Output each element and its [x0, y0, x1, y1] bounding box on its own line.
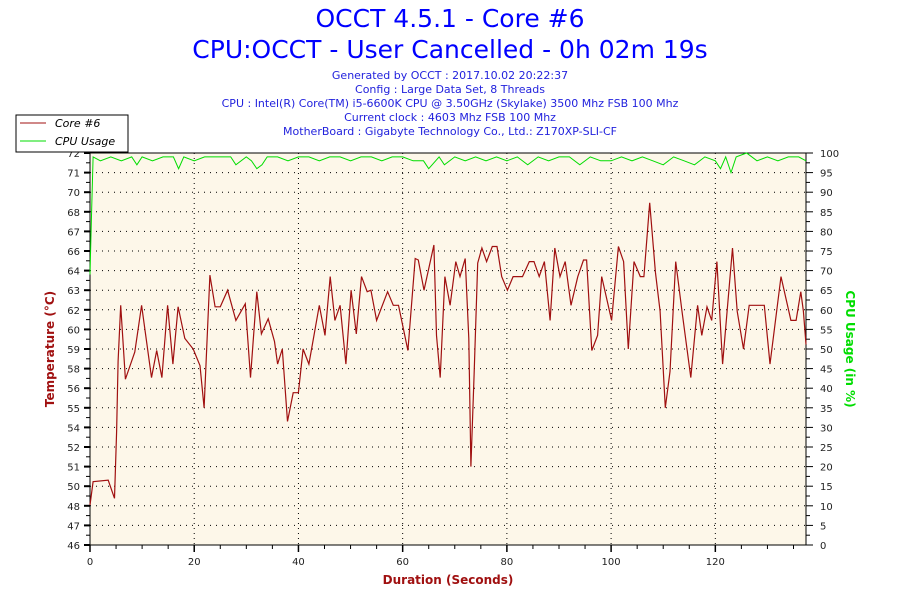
y-tick-label: 68 — [67, 208, 80, 219]
info-cpu: CPU : Intel(R) Core(TM) i5-6600K CPU @ 3… — [221, 97, 679, 110]
y-tick-label: 50 — [67, 482, 80, 493]
y2-tick-label: 100 — [820, 149, 839, 160]
y2-tick-label: 65 — [820, 286, 833, 297]
y2-tick-label: 55 — [820, 325, 833, 336]
y-tick-label: 55 — [67, 404, 80, 415]
y-tick-label: 56 — [67, 384, 80, 395]
y2-tick-label: 60 — [820, 306, 833, 317]
y2-tick-label: 30 — [820, 423, 833, 434]
y-tick-label: 47 — [67, 521, 80, 532]
y2-tick-label: 0 — [820, 541, 826, 552]
info-generated: Generated by OCCT : 2017.10.02 20:22:37 — [331, 69, 569, 82]
axes: 4647485051525455565859606263646667687071… — [67, 149, 839, 568]
y-tick-label: 64 — [67, 267, 80, 278]
y-tick-label: 51 — [67, 463, 80, 474]
y2-tick-label: 40 — [820, 384, 833, 395]
y-tick-label: 52 — [67, 443, 80, 454]
x-tick-label: 20 — [188, 557, 201, 568]
y2-tick-label: 70 — [820, 267, 833, 278]
legend-label-core6: Core #6 — [55, 117, 100, 130]
y-tick-label: 62 — [67, 306, 80, 317]
y2-tick-label: 45 — [820, 365, 833, 376]
x-tick-label: 60 — [396, 557, 409, 568]
y-tick-label: 54 — [67, 423, 80, 434]
info-clock: Current clock : 4603 Mhz FSB 100 Mhz — [344, 111, 556, 124]
y-tick-label: 72 — [67, 149, 80, 160]
plot-area — [90, 153, 806, 545]
y2-tick-label: 5 — [820, 521, 826, 532]
x-tick-label: 100 — [602, 557, 621, 568]
y-tick-label: 66 — [67, 247, 80, 258]
y-tick-label: 63 — [67, 286, 80, 297]
y2-tick-label: 90 — [820, 188, 833, 199]
y-tick-label: 46 — [67, 541, 80, 552]
y2-tick-label: 20 — [820, 463, 833, 474]
grid — [90, 153, 806, 545]
y2-tick-label: 10 — [820, 502, 833, 513]
series-cpu-usage-line — [89, 152, 807, 275]
y2-tick-label: 50 — [820, 345, 833, 356]
y2-tick-label: 25 — [820, 443, 833, 454]
y2-tick-label: 15 — [820, 482, 833, 493]
legend-label-cpu: CPU Usage — [55, 135, 115, 148]
y2-tick-label: 75 — [820, 247, 833, 258]
y-axis-label: Temperature (°C) — [43, 291, 57, 407]
y2-tick-label: 85 — [820, 208, 833, 219]
y2-axis-label: CPU Usage (in %) — [843, 290, 857, 407]
x-tick-label: 0 — [87, 557, 93, 568]
series-core6-line — [89, 202, 807, 506]
y-tick-label: 71 — [67, 169, 80, 180]
x-tick-label: 40 — [292, 557, 305, 568]
x-axis-label: Duration (Seconds) — [383, 573, 514, 587]
chart-title: OCCT 4.5.1 - Core #6 — [315, 4, 585, 33]
y-tick-label: 60 — [67, 325, 80, 336]
info-motherboard: MotherBoard : Gigabyte Technology Co., L… — [283, 125, 617, 138]
chart-subtitle: CPU:OCCT - User Cancelled - 0h 02m 19s — [192, 35, 708, 64]
y-tick-label: 58 — [67, 365, 80, 376]
y2-tick-label: 80 — [820, 227, 833, 238]
y-tick-label: 67 — [67, 227, 80, 238]
y2-tick-label: 95 — [820, 169, 833, 180]
info-config: Config : Large Data Set, 8 Threads — [355, 83, 545, 96]
y-tick-label: 70 — [67, 188, 80, 199]
x-tick-label: 120 — [706, 557, 725, 568]
y2-tick-label: 35 — [820, 404, 833, 415]
y-tick-label: 48 — [67, 502, 80, 513]
x-tick-label: 80 — [501, 557, 514, 568]
legend-box — [15, 114, 129, 153]
y-tick-label: 59 — [67, 345, 80, 356]
legend: Core #6 CPU Usage — [15, 114, 129, 153]
